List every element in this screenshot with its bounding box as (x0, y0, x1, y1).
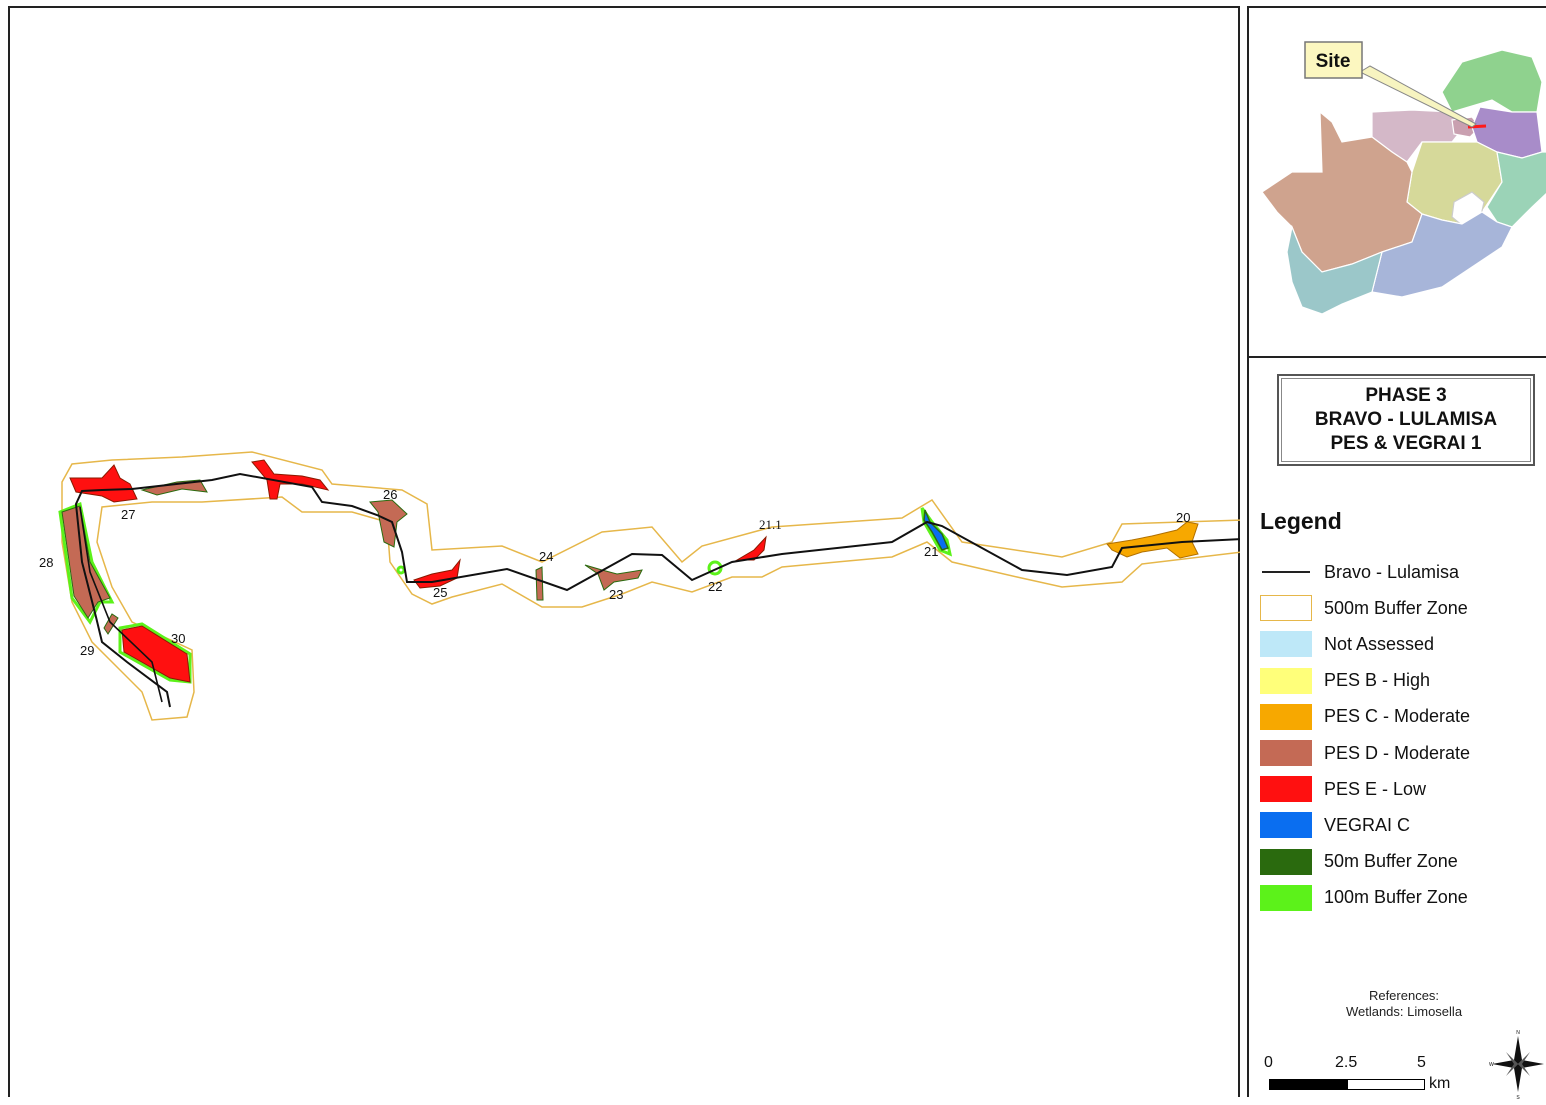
locality-map-svg: Site (1261, 41, 1546, 315)
wetland-label-27: 27 (121, 507, 135, 522)
legend-label: Bravo - Lulamisa (1324, 561, 1460, 582)
province-kwazulu-natal (1486, 151, 1546, 228)
legend-label: 500m Buffer Zone (1324, 597, 1468, 618)
svg-text:S: S (1516, 1095, 1520, 1100)
legend-label: PES C - Moderate (1324, 706, 1471, 727)
wetland-label-23: 23 (609, 587, 623, 602)
wetland-label-26: 26 (383, 487, 397, 502)
legend-swatch (1260, 559, 1312, 585)
locality-inset-map[interactable]: Site (1249, 8, 1546, 358)
route-bravo-lulamisa (74, 472, 1240, 708)
pes-c-polygon (1106, 521, 1199, 559)
legend-swatch (1260, 740, 1312, 767)
references-heading: References: (1368, 988, 1440, 1003)
site-callout-box (1304, 41, 1363, 79)
scale-tick-5: 5 (1417, 1054, 1426, 1071)
buffer-zone-100m (58, 501, 953, 684)
route-bravo-lulamisa-branch (79, 506, 163, 703)
map-frame[interactable]: 27 28 29 30 26 25 24 23 22 21.1 21 20 (8, 6, 1240, 1097)
pes-d-polygons (61, 479, 643, 635)
legend-item: PES C - Moderate (1260, 699, 1470, 735)
legend-label: Not Assessed (1324, 633, 1435, 654)
province-limpopo (1441, 49, 1543, 113)
references-source: Wetlands: Limosella (1345, 1004, 1463, 1019)
wetland-label-21-1: 21.1 (759, 517, 782, 532)
svg-text:N: N (1516, 1030, 1520, 1036)
scale-bar: 0 2.5 5 km (1264, 1054, 1487, 1099)
scale-unit: km (1429, 1075, 1451, 1092)
scale-tick-2-5: 2.5 (1335, 1054, 1358, 1071)
legend-swatch (1260, 703, 1312, 730)
legend-swatch (1260, 595, 1312, 622)
callout-leader (1358, 65, 1477, 128)
legend-item: PES D - Moderate (1260, 735, 1470, 771)
wetland-label-21: 21 (924, 544, 938, 559)
legend-item: PES E - Low (1260, 771, 1470, 807)
svg-text:W: W (1489, 1062, 1494, 1068)
legend-label: PES B - High (1324, 670, 1431, 691)
wetland-label-30: 30 (171, 631, 185, 646)
wetland-label-20: 20 (1176, 510, 1190, 525)
scale-tick-0: 0 (1264, 1054, 1273, 1071)
title-line-3: PES & VEGRAI 1 (1330, 433, 1482, 454)
legend-list: Bravo - Lulamisa 500m Buffer Zone Not Asse… (1260, 554, 1470, 916)
legend-swatch (1260, 776, 1312, 803)
legend-item: 50m Buffer Zone (1260, 844, 1470, 880)
legend-item: PES B - High (1260, 663, 1470, 699)
legend-swatch (1260, 848, 1312, 875)
wetland-label-28: 28 (39, 555, 53, 570)
scale-segment-filled (1269, 1079, 1349, 1090)
legend-label: VEGRAI C (1324, 814, 1411, 835)
legend-item: 500m Buffer Zone (1260, 590, 1470, 626)
province-western-cape (1286, 224, 1383, 315)
legend-label: 100m Buffer Zone (1324, 887, 1468, 908)
legend-swatch (1260, 884, 1312, 911)
legend-heading: Legend (1260, 508, 1342, 534)
wetland-label-29: 29 (80, 643, 94, 658)
scale-segment-empty (1347, 1079, 1425, 1090)
legend-swatch (1260, 812, 1312, 839)
site-callout-label: Site (1316, 51, 1351, 72)
buffer-zone-500m (61, 451, 1240, 721)
pes-e-polygons (69, 459, 767, 683)
legend-item: 100m Buffer Zone (1260, 880, 1470, 916)
legend-swatch (1260, 631, 1312, 658)
side-panel: Site PHASE 3 BRAVO - LULAMISA PES & VEGR… (1247, 6, 1546, 1101)
legend-label: PES D - Moderate (1324, 742, 1471, 763)
legend-item: Bravo - Lulamisa (1260, 554, 1470, 590)
references: References: Wetlands: Limosella (1309, 988, 1499, 1020)
compass-rose-icon: N S W (1489, 1028, 1546, 1105)
map-canvas[interactable]: 27 28 29 30 26 25 24 23 22 21.1 21 20 (10, 8, 1240, 1099)
wetland-label-24: 24 (539, 549, 553, 564)
legend-item: VEGRAI C (1260, 807, 1470, 843)
wetland-label-25: 25 (433, 585, 447, 600)
title-box: PHASE 3 BRAVO - LULAMISA PES & VEGRAI 1 (1277, 374, 1535, 466)
legend-swatch (1260, 667, 1312, 694)
legend-item: Not Assessed (1260, 626, 1470, 662)
title-line-1: PHASE 3 (1365, 385, 1447, 406)
wetland-label-22: 22 (708, 579, 722, 594)
legend-label: 50m Buffer Zone (1324, 851, 1458, 872)
legend-label: PES E - Low (1324, 778, 1427, 799)
title-line-2: BRAVO - LULAMISA (1314, 409, 1498, 430)
wetland-labels: 27 28 29 30 26 25 24 23 22 21.1 21 20 (39, 487, 1190, 658)
